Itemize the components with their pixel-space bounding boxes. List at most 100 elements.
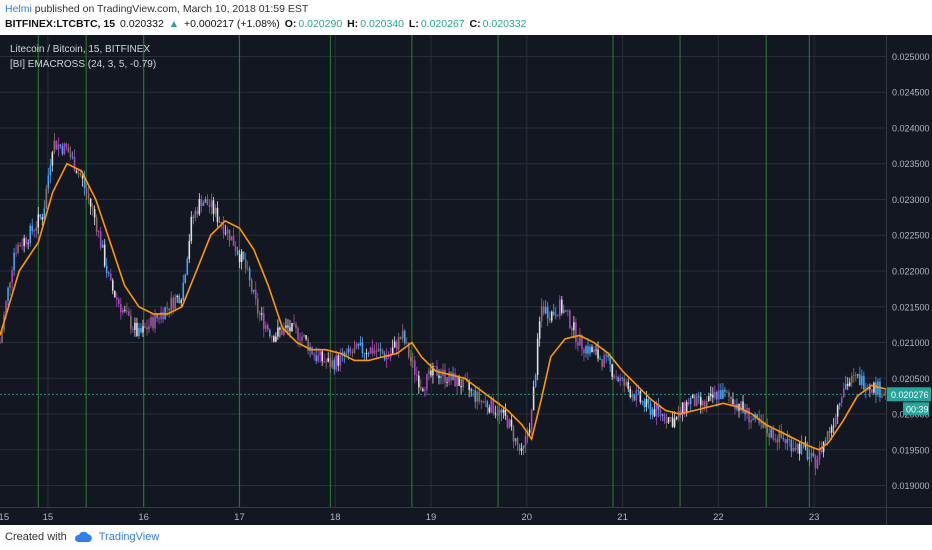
candle-body bbox=[857, 374, 859, 376]
candle bbox=[699, 392, 702, 414]
candle-body bbox=[95, 217, 98, 232]
candle-body bbox=[206, 199, 209, 206]
y-tick-label: 0.024000 bbox=[892, 123, 930, 133]
candle bbox=[587, 338, 589, 360]
candle-body bbox=[401, 330, 404, 339]
candle-body bbox=[643, 401, 646, 408]
tradingview-brand[interactable]: TradingView bbox=[98, 531, 160, 543]
candle-body bbox=[399, 337, 402, 339]
candle bbox=[840, 395, 843, 408]
candle bbox=[744, 403, 746, 421]
candle-body bbox=[331, 360, 334, 368]
candle bbox=[146, 319, 148, 336]
legend-indicator[interactable]: [BI] EMACROSS (24, 3, 5, -0.79) bbox=[10, 59, 157, 70]
candle bbox=[182, 274, 185, 301]
candle bbox=[520, 443, 523, 456]
candle bbox=[238, 249, 241, 269]
candle bbox=[279, 326, 281, 338]
candle bbox=[381, 348, 384, 355]
candle-body bbox=[552, 311, 555, 315]
candle-body bbox=[629, 388, 632, 398]
author-link[interactable]: Helmi bbox=[5, 3, 32, 15]
candle-body bbox=[627, 381, 630, 389]
candle bbox=[462, 376, 464, 392]
candle-body bbox=[313, 354, 315, 356]
candle bbox=[712, 387, 714, 404]
candle bbox=[456, 374, 458, 395]
candle bbox=[718, 383, 720, 407]
y-tick-label: 0.022000 bbox=[892, 267, 930, 277]
candle bbox=[77, 169, 80, 178]
candle-body bbox=[538, 321, 541, 339]
candle-body bbox=[806, 447, 809, 460]
candle-body bbox=[716, 391, 718, 400]
candle bbox=[502, 407, 505, 419]
candle bbox=[750, 415, 752, 429]
candle-body bbox=[420, 387, 422, 389]
candle bbox=[579, 328, 581, 346]
candle-body bbox=[740, 401, 742, 411]
symbol-label[interactable]: BITFINEX:LTCBTC, 15 bbox=[5, 18, 116, 30]
candle bbox=[563, 304, 565, 314]
chart-area[interactable]: 0.0190000.0195000.0200000.0205000.021000… bbox=[0, 35, 932, 525]
candle bbox=[236, 246, 239, 256]
candle-body bbox=[166, 307, 168, 309]
candle bbox=[536, 333, 539, 381]
candle-body bbox=[1, 330, 3, 343]
candle-body bbox=[65, 143, 68, 148]
candle bbox=[615, 370, 617, 381]
candle bbox=[500, 407, 503, 422]
candle-body bbox=[35, 227, 38, 231]
candle-body bbox=[256, 298, 259, 314]
candle bbox=[53, 133, 56, 155]
candle-body bbox=[824, 440, 827, 443]
candle-body bbox=[556, 315, 559, 317]
candle bbox=[113, 290, 116, 298]
candle bbox=[448, 367, 450, 386]
candle-body bbox=[232, 236, 235, 246]
candle-body bbox=[748, 408, 750, 423]
candle-body bbox=[51, 152, 54, 166]
candle bbox=[327, 352, 330, 363]
x-tick-label: 23 bbox=[809, 512, 820, 523]
candle-body bbox=[79, 173, 82, 176]
candle-body bbox=[373, 350, 376, 354]
candle bbox=[285, 318, 287, 331]
candle bbox=[832, 418, 835, 435]
candle-body bbox=[790, 439, 793, 452]
candle-body bbox=[91, 206, 94, 210]
candle-body bbox=[623, 377, 626, 386]
candle bbox=[567, 309, 569, 317]
candle bbox=[262, 306, 265, 338]
candle bbox=[335, 350, 338, 373]
price-chart[interactable]: 0.0190000.0195000.0200000.0205000.021000… bbox=[0, 35, 932, 525]
candle-body bbox=[844, 383, 847, 389]
candle bbox=[846, 377, 849, 391]
published-text: published on TradingView.com, March 10, … bbox=[34, 3, 309, 15]
candle bbox=[504, 403, 507, 420]
candle bbox=[21, 238, 23, 251]
candle-body bbox=[611, 364, 613, 377]
candle bbox=[800, 435, 803, 456]
candle-body bbox=[877, 381, 879, 395]
candle bbox=[861, 369, 863, 390]
candle-body bbox=[567, 310, 569, 312]
candle bbox=[158, 313, 160, 325]
candle-body bbox=[321, 351, 323, 362]
candle-body bbox=[285, 325, 287, 328]
candle bbox=[198, 193, 201, 216]
candle bbox=[329, 350, 332, 373]
candle-body bbox=[871, 389, 873, 393]
candle-body bbox=[234, 245, 237, 251]
candle-body bbox=[708, 396, 710, 401]
candle-body bbox=[349, 348, 352, 353]
candle bbox=[95, 214, 98, 236]
candle-body bbox=[53, 140, 56, 153]
candle-body bbox=[75, 170, 78, 174]
candle bbox=[613, 374, 615, 379]
candle bbox=[244, 252, 247, 274]
candle-body bbox=[486, 401, 489, 408]
candle bbox=[339, 348, 342, 372]
candle bbox=[766, 418, 768, 437]
candle bbox=[109, 268, 112, 282]
